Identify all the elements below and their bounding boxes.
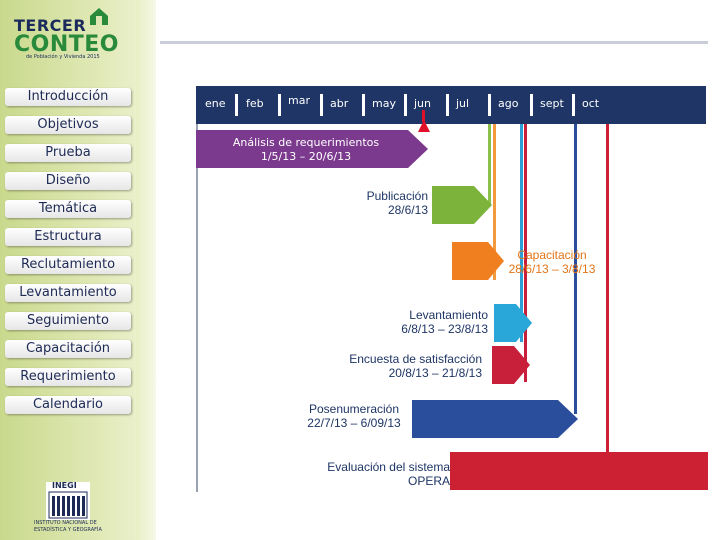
month-may: may bbox=[372, 97, 396, 110]
month-divider bbox=[278, 94, 281, 116]
month-ene: ene bbox=[205, 97, 226, 110]
task-bar-evaluacion bbox=[450, 452, 708, 490]
nav-prueba[interactable]: Prueba bbox=[5, 144, 131, 162]
logo-line3: de Población y Vivienda 2015 bbox=[26, 54, 100, 60]
connector-capacitacion bbox=[493, 124, 496, 280]
connector-evaluacion bbox=[606, 124, 609, 454]
nav-tematica[interactable]: Temática bbox=[5, 200, 131, 218]
task-label-analisis: Análisis de requerimientos 1/5/13 – 20/6… bbox=[214, 136, 398, 164]
month-ago: ago bbox=[498, 97, 519, 110]
connector-publicacion bbox=[488, 124, 491, 204]
task-dates-levantamiento: 6/8/13 – 23/8/13 bbox=[401, 322, 488, 336]
task-label-posenumeracion: Posenumeración 22/7/13 – 6/09/13 bbox=[294, 402, 414, 430]
nav-objetivos[interactable]: Objetivos bbox=[5, 116, 131, 134]
connector-posenumeracion bbox=[574, 124, 577, 414]
month-divider bbox=[488, 94, 491, 116]
nav-requerimiento[interactable]: Requerimiento bbox=[5, 368, 131, 386]
task-label-evaluacion: Evaluación del sistema OPERA bbox=[292, 460, 450, 488]
nav-estructura[interactable]: Estructura bbox=[5, 228, 131, 246]
month-mar: mar bbox=[288, 94, 310, 107]
house-icon bbox=[90, 8, 108, 25]
header-line bbox=[160, 41, 708, 44]
nav-calendario[interactable]: Calendario bbox=[5, 396, 131, 414]
task-dates-capacitacion: 28/6/13 – 3/8/13 bbox=[508, 262, 596, 276]
nav-reclutamiento[interactable]: Reclutamiento bbox=[5, 256, 131, 274]
nav-diseno[interactable]: Diseño bbox=[5, 172, 131, 190]
month-sept: sept bbox=[540, 97, 564, 110]
nav-levantamiento[interactable]: Levantamiento bbox=[5, 284, 131, 302]
month-feb: feb bbox=[246, 97, 264, 110]
month-divider bbox=[530, 94, 533, 116]
task-dates-posenumeracion: 22/7/13 – 6/09/13 bbox=[307, 416, 401, 430]
task-label-capacitacion: Capacitación 28/6/13 – 3/8/13 bbox=[500, 248, 604, 276]
inegi-caption: INSTITUTO NACIONAL DE ESTADÍSTICA Y GEOG… bbox=[34, 520, 102, 533]
task-title-analisis: Análisis de requerimientos bbox=[232, 136, 380, 149]
today-marker-line bbox=[422, 110, 425, 122]
nav-capacitacion[interactable]: Capacitación bbox=[5, 340, 131, 358]
inegi-logo: INEGI INSTITUTO NACIONAL DE ESTADÍSTICA … bbox=[30, 480, 110, 536]
task-bar-publicacion bbox=[432, 186, 492, 224]
connector-levantamiento bbox=[520, 124, 523, 342]
inegi-name: INEGI bbox=[52, 481, 77, 490]
task-label-publicacion: Publicación 28/6/13 bbox=[342, 189, 428, 217]
task-title-evaluacion: Evaluación del sistema bbox=[327, 460, 450, 474]
task-dates-evaluacion: OPERA bbox=[407, 474, 450, 488]
task-dates-publicacion: 28/6/13 bbox=[387, 203, 428, 217]
task-bar-encuesta bbox=[492, 346, 530, 384]
logo-line2: CONTEO bbox=[14, 32, 119, 57]
tercer-conteo-logo: TERCER CONTEO de Población y Vivienda 20… bbox=[8, 4, 126, 64]
month-oct: oct bbox=[582, 97, 600, 110]
month-divider bbox=[320, 94, 323, 116]
nav-introduccion[interactable]: Introducción bbox=[5, 88, 131, 106]
task-dates-encuesta: 20/8/13 – 21/8/13 bbox=[388, 366, 482, 380]
task-title-levantamiento: Levantamiento bbox=[409, 308, 488, 322]
timeline-header bbox=[196, 86, 706, 124]
task-title-publicacion: Publicación bbox=[366, 189, 428, 203]
task-title-capacitacion: Capacitación bbox=[517, 248, 587, 262]
connector-encuesta bbox=[524, 124, 527, 382]
task-dates-analisis: 1/5/13 – 20/6/13 bbox=[260, 150, 352, 163]
task-bar-levantamiento bbox=[494, 304, 532, 342]
task-label-levantamiento: Levantamiento 6/8/13 – 23/8/13 bbox=[380, 308, 488, 336]
task-title-encuesta: Encuesta de satisfacción bbox=[349, 352, 482, 366]
inegi-emblem-icon bbox=[46, 482, 90, 520]
sidebar-stripe bbox=[136, 0, 156, 540]
month-divider bbox=[446, 94, 449, 116]
month-abr: abr bbox=[330, 97, 349, 110]
task-label-encuesta: Encuesta de satisfacción 20/8/13 – 21/8/… bbox=[302, 352, 482, 380]
task-bar-analisis bbox=[196, 130, 428, 168]
logo-line1: TERCER bbox=[14, 16, 87, 35]
task-bar-posenumeracion bbox=[412, 400, 578, 438]
month-jul: jul bbox=[456, 97, 470, 110]
today-marker-icon bbox=[418, 120, 430, 132]
month-divider bbox=[362, 94, 365, 116]
nav-seguimiento[interactable]: Seguimiento bbox=[5, 312, 131, 330]
month-divider bbox=[235, 94, 238, 116]
task-bar-capacitacion bbox=[452, 242, 504, 280]
task-title-posenumeracion: Posenumeración bbox=[308, 402, 400, 416]
chart-left-axis bbox=[196, 124, 198, 492]
month-divider bbox=[404, 94, 407, 116]
month-divider bbox=[572, 94, 575, 116]
month-jun: jun bbox=[414, 97, 431, 110]
